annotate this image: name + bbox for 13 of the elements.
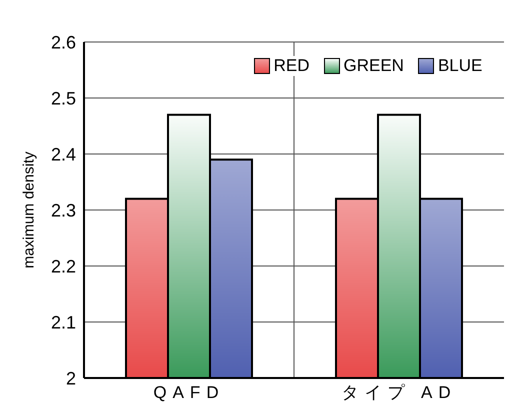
- y-tick-label: 2.3: [50, 200, 76, 220]
- x-tick-label: タイプ AD: [341, 383, 457, 402]
- y-tick-label: 2.6: [50, 32, 76, 52]
- legend-label: BLUE: [436, 56, 482, 76]
- y-tick-label: 2.1: [50, 312, 76, 332]
- legend-label: RED: [272, 56, 310, 76]
- legend-label: GREEN: [342, 56, 404, 76]
- y-tick-label: 2.4: [50, 144, 76, 164]
- x-tick-label: QAFD: [153, 383, 225, 402]
- y-axis-title: maximum density: [20, 151, 38, 268]
- y-tick-label: 2.5: [50, 88, 76, 108]
- y-tick-label: 2.2: [50, 256, 76, 276]
- y-tick-label: 2: [66, 368, 76, 388]
